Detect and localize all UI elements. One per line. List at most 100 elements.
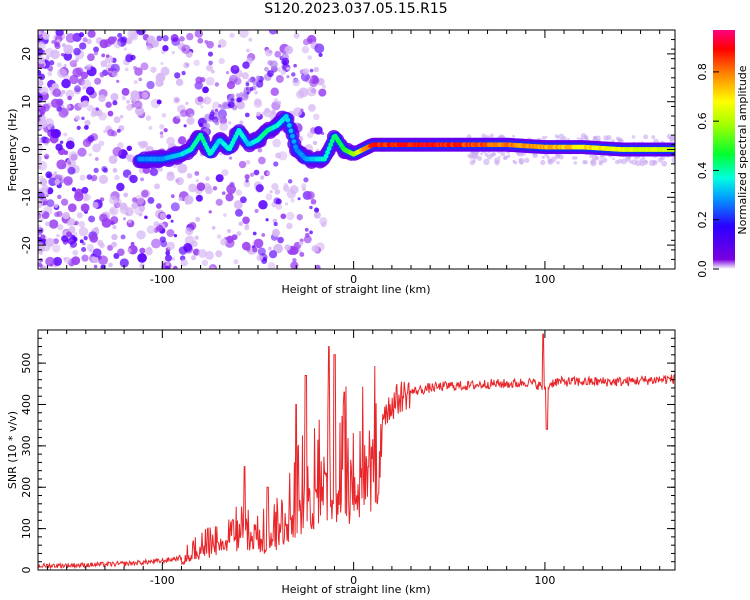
spectrogram-noise-blob bbox=[195, 194, 203, 202]
spectrogram-noise-blob bbox=[98, 112, 107, 121]
spectrogram-noise-blob bbox=[178, 136, 187, 145]
spectrogram-noise-blob bbox=[107, 110, 114, 117]
spectrogram-noise-blob bbox=[229, 93, 235, 99]
spectrogram-noise-blob bbox=[298, 87, 309, 98]
spectrogram-noise-blob bbox=[91, 174, 98, 182]
spectrogram-noise-blob bbox=[203, 96, 212, 105]
spectrogram-noise-blob bbox=[293, 107, 303, 117]
spectrogram-noise-blob bbox=[498, 155, 501, 159]
spectrogram-noise-blob bbox=[38, 80, 44, 87]
spectrogram-noise-blob bbox=[194, 171, 200, 176]
spectrogram-noise-blob bbox=[275, 203, 283, 210]
spectrogram-noise-blob bbox=[267, 262, 276, 269]
spectrogram-noise-blob bbox=[220, 238, 228, 246]
spectrogram-noise-blob bbox=[179, 36, 185, 42]
colorbar-tick-label: 0.8 bbox=[696, 63, 709, 81]
spectrogram-noise-blob bbox=[181, 44, 191, 55]
spectrogram-noise-blob bbox=[184, 200, 190, 206]
spectrogram-noise-blob bbox=[243, 92, 248, 98]
spectrogram-noise-blob bbox=[138, 77, 143, 82]
spectrogram-noise-blob bbox=[172, 265, 178, 269]
spectrogram-noise-blob bbox=[165, 250, 171, 256]
spectrogram-noise-blob bbox=[277, 236, 284, 244]
spectrogram-noise-blob bbox=[303, 235, 312, 244]
spectrogram-noise-blob bbox=[127, 219, 132, 224]
spectrogram-noise-blob bbox=[313, 66, 320, 73]
spectrogram-noise-blob bbox=[657, 157, 663, 163]
spectrogram-y-tick-label: 10 bbox=[20, 95, 33, 109]
spectrogram-noise-blob bbox=[48, 60, 55, 66]
spectrogram-noise-blob bbox=[571, 156, 576, 160]
snr-panel: -100 0 100 0 100 200 300 400 500 Height of strai… bbox=[6, 329, 676, 596]
spectrogram-noise-blob bbox=[110, 92, 119, 102]
spectrogram-noise-blob bbox=[267, 246, 272, 251]
spectrogram-noise-blob bbox=[100, 60, 108, 68]
spectrogram-noise-blob bbox=[249, 172, 255, 177]
spectrogram-noise-blob bbox=[79, 42, 87, 50]
spectrogram-noise-blob bbox=[53, 171, 58, 175]
spectrogram-noise-blob bbox=[82, 242, 86, 246]
spectrogram-noise-blob bbox=[272, 218, 278, 224]
spectrogram-noise-blob bbox=[248, 78, 253, 83]
spectrogram-noise-blob bbox=[582, 160, 587, 165]
spectrogram-noise-blob bbox=[580, 133, 587, 140]
spectrogram-noise-blob bbox=[54, 211, 60, 217]
spectrogram-noise-blob bbox=[46, 199, 55, 208]
spectrogram-noise-blob bbox=[53, 238, 59, 245]
spectrogram-noise-blob bbox=[293, 32, 300, 39]
spectrogram-noise-blob bbox=[313, 211, 321, 219]
spectrogram-noise-blob bbox=[308, 38, 313, 43]
snr-y-tick-label: 500 bbox=[20, 353, 33, 374]
spectrogram-noise-blob bbox=[114, 174, 120, 181]
spectrogram-noise-blob bbox=[260, 175, 265, 180]
spectrogram-noise-blob bbox=[283, 185, 290, 192]
spectrogram-noise-blob bbox=[127, 30, 138, 40]
spectrogram-noise-blob bbox=[245, 223, 249, 228]
spectrogram-noise-blob bbox=[99, 242, 105, 249]
spectrogram-noise-blob bbox=[203, 182, 211, 191]
spectrogram-noise-blob bbox=[63, 257, 67, 261]
spectrogram-noise-blob bbox=[257, 247, 266, 256]
spectrogram-noise-blob bbox=[300, 72, 310, 82]
spectrogram-noise-blob bbox=[149, 167, 158, 176]
spectrogram-noise-blob bbox=[76, 125, 81, 130]
spectrogram-noise-blob bbox=[66, 231, 72, 238]
spectrogram-noise-blob bbox=[628, 156, 631, 159]
spectrogram-noise-blob bbox=[136, 230, 146, 240]
spectrogram-noise-blob bbox=[307, 55, 313, 61]
spectrogram-noise-blob bbox=[292, 257, 297, 263]
snr-x-tick-label: 0 bbox=[350, 574, 357, 587]
spectrogram-noise-blob bbox=[61, 89, 66, 95]
spectrogram-noise-blob bbox=[41, 184, 49, 192]
spectrogram-noise-blob bbox=[119, 114, 124, 119]
spectrogram-noise-blob bbox=[236, 231, 242, 236]
spectrogram-noise-blob bbox=[558, 133, 565, 140]
spectrogram-noise-blob bbox=[644, 160, 648, 164]
spectrogram-noise-blob bbox=[116, 182, 125, 192]
spectrogram-noise-blob bbox=[93, 50, 99, 56]
spectrogram-noise-blob bbox=[194, 30, 204, 38]
spectrogram-noise-blob bbox=[306, 131, 314, 139]
snr-y-axis-label: SNR (10 * v/v) bbox=[6, 411, 19, 489]
spectrogram-noise-blob bbox=[208, 60, 213, 66]
spectrogram-noise-blob bbox=[93, 264, 98, 269]
spectrogram-noise-blob bbox=[44, 138, 51, 144]
spectrogram-noise-blob bbox=[140, 62, 149, 71]
spectrogram-noise-blob bbox=[271, 182, 279, 191]
spectrogram-noise-blob bbox=[66, 104, 71, 109]
spectrogram-noise-blob bbox=[72, 249, 79, 256]
spectrogram-noise-blob bbox=[477, 155, 483, 161]
spectrogram-noise-blob bbox=[218, 57, 225, 65]
spectrogram-noise-blob bbox=[224, 238, 235, 248]
spectrogram-noise-blob bbox=[61, 235, 68, 243]
spectrogram-noise-blob bbox=[304, 227, 309, 232]
spectrogram-noise-blob bbox=[314, 126, 323, 135]
snr-series-line bbox=[38, 333, 675, 570]
snr-y-tick-label: 300 bbox=[20, 435, 33, 456]
spectrogram-noise-blob bbox=[217, 44, 222, 48]
spectrogram-noise-blob bbox=[69, 60, 77, 68]
spectrogram-noise-blob bbox=[206, 40, 214, 49]
spectrogram-noise-blob bbox=[81, 186, 89, 194]
spectrogram-noise-blob bbox=[193, 59, 200, 67]
